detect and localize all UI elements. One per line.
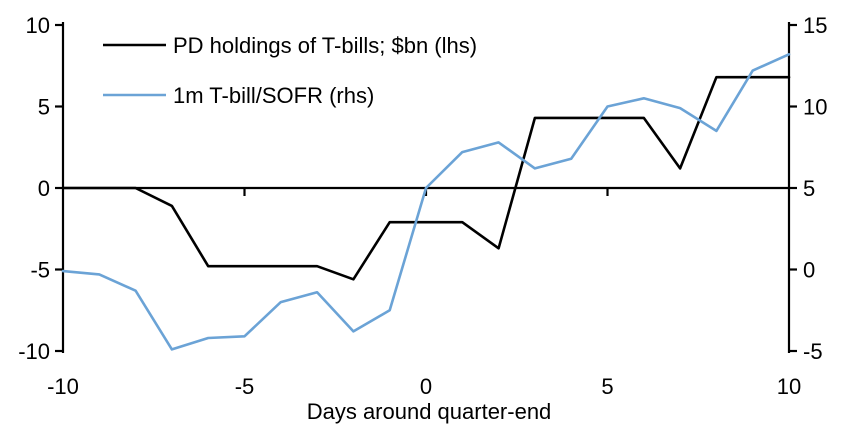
left-axis-tick-label: 5 — [38, 95, 50, 120]
x-axis-tick-label: 0 — [420, 374, 432, 399]
x-axis-tick-label: -10 — [47, 374, 79, 399]
x-axis-tick-label: 10 — [777, 374, 801, 399]
right-axis-tick-label: -5 — [803, 339, 823, 364]
right-axis-tick-label: 15 — [803, 13, 827, 38]
x-axis-title: Days around quarter-end — [307, 399, 552, 424]
left-axis-tick-label: 0 — [38, 176, 50, 201]
series-line-pd-holdings — [61, 75, 791, 281]
legend: PD holdings of T-bills; $bn (lhs) 1m T-b… — [103, 33, 477, 108]
x-axis-tick-label: -5 — [235, 374, 255, 399]
right-axis-tick-label: 5 — [803, 176, 815, 201]
x-axis-tick-label: 5 — [601, 374, 613, 399]
series-line-tbill-sofr — [61, 52, 791, 351]
chart-plot-area: 10 5 0 -5 -10 15 10 5 0 -5 -10 -5 0 5 10 — [18, 13, 827, 399]
left-axis-tick-label: -10 — [18, 339, 50, 364]
right-axis-tick-label: 0 — [803, 258, 815, 283]
left-axis-tick-label: 10 — [26, 13, 50, 38]
left-axis-tick-label: -5 — [30, 258, 50, 283]
legend-label-pd-holdings: PD holdings of T-bills; $bn (lhs) — [173, 33, 477, 58]
right-axis-tick-label: 10 — [803, 95, 827, 120]
legend-label-tbill-sofr: 1m T-bill/SOFR (rhs) — [173, 83, 374, 108]
